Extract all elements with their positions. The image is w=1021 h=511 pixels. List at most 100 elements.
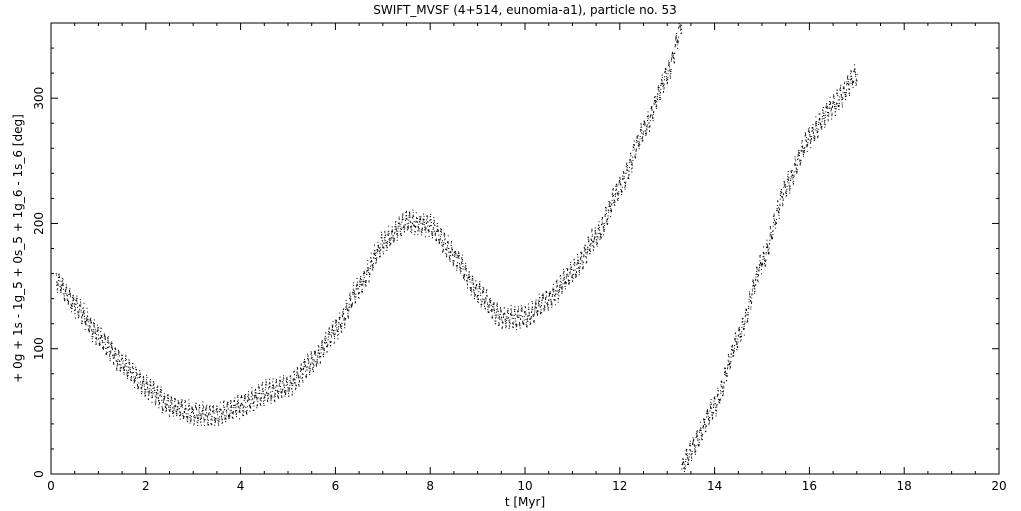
data-point bbox=[585, 249, 586, 251]
data-point bbox=[311, 357, 313, 359]
data-point bbox=[720, 384, 722, 386]
data-point bbox=[258, 386, 260, 388]
data-point bbox=[166, 404, 168, 406]
data-point bbox=[100, 327, 102, 329]
data-point bbox=[671, 59, 672, 61]
data-point bbox=[444, 239, 446, 241]
data-point bbox=[849, 82, 851, 84]
data-point bbox=[782, 204, 784, 206]
data-point bbox=[140, 388, 142, 390]
data-point bbox=[661, 76, 663, 78]
data-point bbox=[435, 240, 437, 241]
data-point bbox=[823, 113, 825, 114]
data-point bbox=[379, 255, 380, 257]
data-point bbox=[301, 368, 303, 370]
data-point bbox=[266, 395, 268, 397]
data-point bbox=[526, 319, 528, 321]
data-point bbox=[220, 412, 222, 414]
data-point bbox=[766, 239, 768, 241]
data-point bbox=[741, 326, 743, 328]
data-point bbox=[847, 75, 849, 77]
data-point bbox=[472, 277, 474, 279]
data-point bbox=[206, 407, 207, 409]
data-point bbox=[759, 260, 761, 262]
data-point bbox=[570, 264, 571, 266]
data-point bbox=[638, 143, 640, 145]
data-point bbox=[579, 270, 580, 272]
data-point bbox=[672, 53, 674, 55]
data-point bbox=[441, 240, 443, 242]
data-point bbox=[834, 111, 836, 113]
data-point bbox=[137, 384, 138, 386]
data-point bbox=[563, 270, 565, 272]
data-point bbox=[779, 208, 781, 210]
data-point bbox=[617, 194, 619, 196]
data-point bbox=[191, 407, 193, 408]
data-point bbox=[330, 345, 332, 347]
data-point bbox=[264, 399, 266, 401]
data-point bbox=[509, 326, 511, 328]
data-point bbox=[743, 325, 745, 327]
data-point bbox=[844, 92, 846, 94]
data-point bbox=[677, 40, 679, 42]
data-point bbox=[85, 323, 87, 325]
data-point bbox=[147, 388, 149, 390]
data-point bbox=[313, 363, 315, 365]
data-point bbox=[592, 245, 594, 247]
data-point bbox=[277, 397, 279, 398]
data-point bbox=[434, 224, 436, 226]
data-point bbox=[92, 332, 94, 334]
data-point bbox=[554, 294, 555, 296]
data-point bbox=[208, 413, 210, 415]
data-point bbox=[136, 373, 138, 375]
data-point bbox=[587, 251, 588, 253]
data-point bbox=[652, 120, 654, 122]
data-point bbox=[508, 327, 510, 329]
data-point bbox=[461, 257, 463, 259]
data-point bbox=[385, 242, 387, 244]
data-point bbox=[767, 244, 769, 246]
data-point bbox=[236, 402, 238, 404]
data-point bbox=[632, 159, 634, 161]
data-point bbox=[542, 297, 544, 299]
data-point bbox=[270, 399, 272, 401]
data-point bbox=[548, 292, 550, 294]
data-point bbox=[223, 406, 225, 408]
data-point bbox=[441, 244, 443, 246]
data-point bbox=[603, 227, 605, 229]
data-point bbox=[721, 381, 723, 383]
data-point bbox=[597, 233, 599, 235]
data-point bbox=[713, 403, 715, 405]
data-point bbox=[410, 226, 411, 228]
data-point bbox=[56, 289, 58, 291]
data-point bbox=[55, 274, 57, 276]
data-point bbox=[754, 288, 756, 290]
data-point bbox=[483, 298, 485, 300]
data-point bbox=[555, 289, 557, 291]
data-point bbox=[620, 183, 622, 185]
data-point bbox=[807, 138, 809, 140]
data-point bbox=[827, 119, 829, 121]
data-point bbox=[516, 329, 518, 331]
data-point bbox=[856, 74, 858, 75]
data-point bbox=[375, 262, 377, 264]
data-point bbox=[422, 222, 424, 224]
data-point bbox=[599, 233, 601, 235]
data-point bbox=[323, 353, 325, 355]
data-point bbox=[659, 97, 661, 99]
data-point bbox=[598, 226, 600, 228]
data-point bbox=[418, 228, 420, 230]
data-point bbox=[528, 312, 530, 314]
data-point bbox=[466, 281, 468, 283]
data-point bbox=[404, 227, 406, 229]
data-point bbox=[333, 335, 335, 337]
data-point bbox=[422, 221, 424, 223]
data-point bbox=[260, 404, 262, 406]
data-point bbox=[93, 322, 95, 324]
data-point bbox=[519, 325, 521, 327]
data-point bbox=[628, 170, 630, 172]
data-point bbox=[308, 363, 310, 365]
data-point bbox=[647, 111, 649, 113]
data-point bbox=[712, 412, 714, 414]
data-point bbox=[196, 414, 198, 416]
